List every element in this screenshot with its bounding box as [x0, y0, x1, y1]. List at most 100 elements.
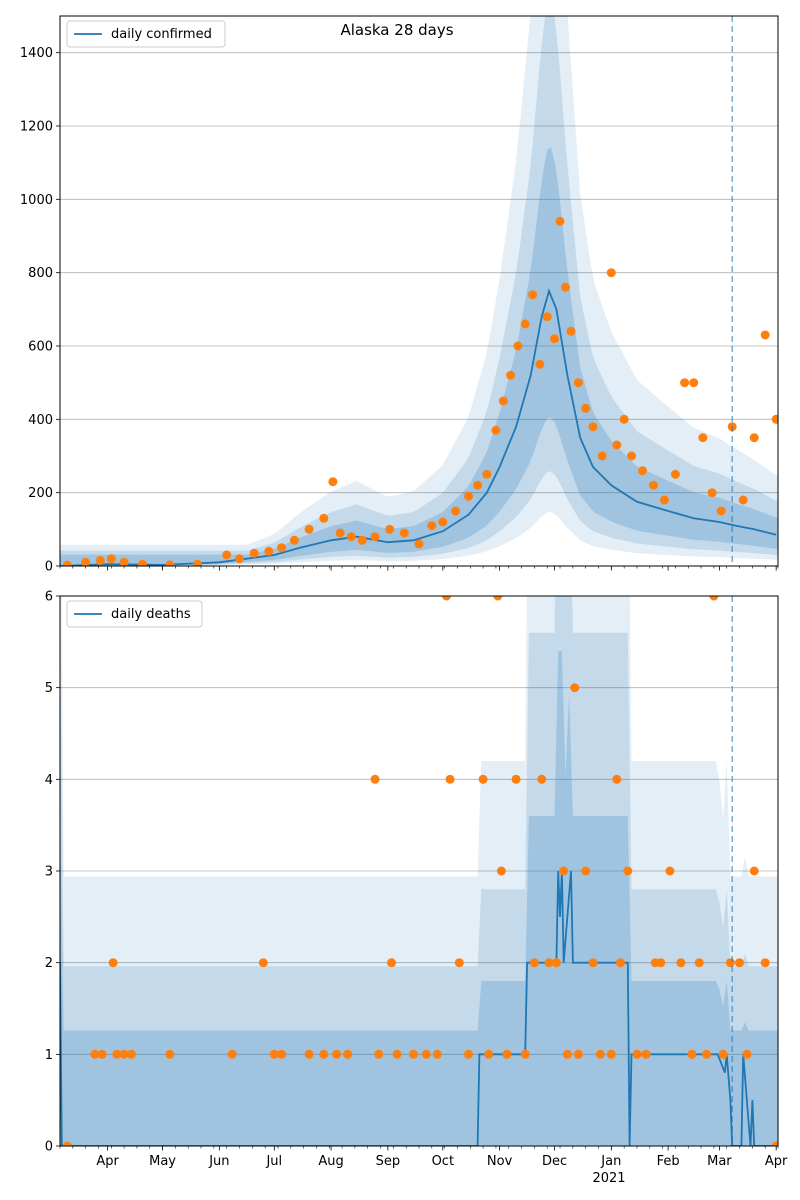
- data-point: [544, 958, 554, 968]
- x-tick-label: Feb: [657, 1154, 680, 1169]
- data-point: [581, 866, 591, 876]
- data-point: [632, 1049, 642, 1059]
- data-point: [535, 359, 545, 369]
- confirmed-legend-box: [66, 20, 226, 48]
- x-tick-label: Mar: [707, 1154, 732, 1169]
- y-tick-label: 6: [45, 590, 53, 605]
- data-point: [555, 216, 565, 226]
- y-tick-label: 3: [45, 865, 53, 880]
- data-point: [694, 958, 704, 968]
- chart-title: Alaska 28 days: [340, 21, 453, 39]
- data-point: [473, 480, 483, 490]
- data-point: [442, 596, 451, 601]
- data-point: [432, 1049, 442, 1059]
- x-tick-label: Jul: [265, 1154, 282, 1169]
- data-point: [484, 1049, 494, 1059]
- data-point: [464, 491, 473, 501]
- confirmed-gridlines: [60, 52, 778, 494]
- deaths-legend: daily deaths: [66, 600, 203, 628]
- data-point: [597, 451, 607, 461]
- data-point: [235, 554, 244, 564]
- y-tick-label: 200: [28, 486, 53, 501]
- uncertainty-band: [60, 651, 778, 1146]
- data-point: [550, 334, 559, 344]
- data-point: [742, 1049, 752, 1059]
- data-point: [680, 378, 690, 388]
- data-point: [165, 560, 175, 566]
- data-point: [343, 1049, 353, 1059]
- data-point: [332, 1049, 342, 1059]
- data-point: [506, 370, 516, 380]
- data-point: [542, 312, 552, 322]
- data-point: [319, 513, 329, 523]
- data-point: [421, 1049, 431, 1059]
- data-point: [385, 524, 395, 534]
- data-point: [581, 403, 591, 413]
- data-point: [454, 958, 464, 968]
- x-tick-label: Nov: [487, 1154, 513, 1169]
- uncertainty-band: [60, 596, 778, 1146]
- x-tick-label: Apr: [765, 1154, 788, 1169]
- confirmed-line-group: [60, 288, 777, 566]
- data-point: [289, 535, 299, 545]
- y-tick-label: 400: [28, 413, 53, 428]
- data-point: [566, 326, 576, 336]
- x-tick-label: Oct: [432, 1154, 454, 1169]
- x-tick-label: Jan: [600, 1154, 621, 1169]
- confirmed-x-axis: [59, 566, 779, 571]
- data-point: [370, 774, 380, 784]
- data-point: [760, 958, 770, 968]
- data-point: [760, 330, 770, 340]
- y-tick-label: 1400: [20, 46, 53, 61]
- uncertainty-band: [60, 146, 778, 566]
- data-point: [192, 559, 202, 566]
- data-point: [249, 548, 259, 558]
- data-point: [561, 282, 570, 292]
- data-point: [81, 557, 91, 566]
- data-point: [520, 319, 530, 329]
- data-point: [725, 958, 735, 968]
- data-point: [227, 1049, 237, 1059]
- y-tick-label: 1200: [20, 120, 53, 135]
- confirmed-uncertainty-bands: [60, 16, 778, 566]
- x-tick-label: Dec: [542, 1154, 567, 1169]
- x-tick-label: Jun: [208, 1154, 229, 1169]
- data-point: [387, 958, 396, 968]
- y-tick-label: 0: [45, 1140, 53, 1155]
- confirmed-legend: daily confirmed: [66, 20, 226, 48]
- data-point: [689, 378, 699, 388]
- data-point: [528, 290, 538, 300]
- data-point: [328, 477, 338, 487]
- data-point: [409, 1049, 418, 1059]
- data-point: [427, 521, 437, 531]
- y-tick-label: 4: [45, 773, 53, 788]
- data-point: [738, 495, 748, 505]
- data-point: [95, 556, 105, 565]
- data-point: [106, 554, 116, 564]
- data-point: [588, 958, 598, 968]
- x-tick-label: May: [149, 1154, 176, 1169]
- data-point: [496, 866, 506, 876]
- data-point: [702, 1049, 712, 1059]
- data-point: [112, 1049, 122, 1059]
- data-point: [119, 557, 129, 566]
- data-point: [687, 1049, 697, 1059]
- data-point: [529, 958, 539, 968]
- data-point: [165, 1049, 175, 1059]
- data-point: [90, 1049, 100, 1059]
- data-point: [451, 506, 461, 516]
- data-point: [551, 958, 561, 968]
- y-tick-label: 600: [28, 340, 53, 355]
- deaths-points: [62, 596, 778, 1146]
- data-point: [493, 596, 503, 601]
- data-point: [709, 596, 719, 601]
- data-point: [445, 774, 455, 784]
- data-point: [258, 958, 268, 968]
- x-year-label: 2021: [592, 1171, 625, 1186]
- data-point: [735, 958, 744, 968]
- uncertainty-band: [60, 596, 778, 1146]
- data-point: [638, 466, 647, 476]
- data-point: [716, 506, 726, 516]
- data-point: [648, 480, 658, 490]
- data-point: [482, 469, 492, 479]
